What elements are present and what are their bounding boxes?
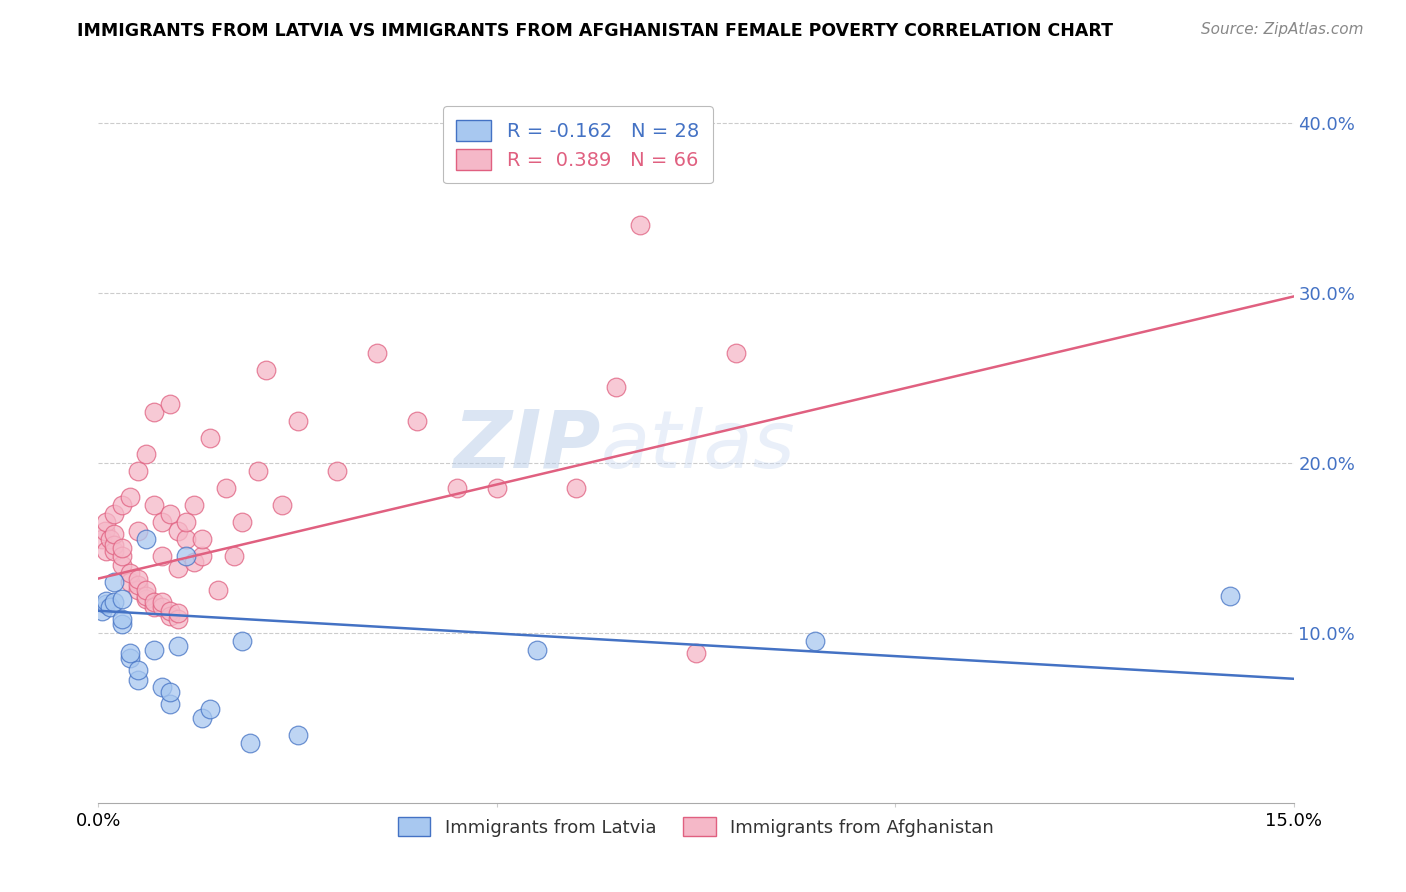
- Point: [127, 673, 149, 688]
- Point: [605, 379, 627, 393]
- Point: [174, 533, 197, 547]
- Point: [120, 566, 142, 581]
- Point: [191, 549, 214, 564]
- Point: [111, 558, 134, 572]
- Point: [98, 600, 122, 615]
- Point: [96, 544, 118, 558]
- Point: [111, 617, 134, 632]
- Point: [127, 583, 149, 598]
- Point: [143, 600, 166, 615]
- Point: [628, 218, 651, 232]
- Point: [111, 541, 134, 555]
- Point: [191, 533, 214, 547]
- Point: [270, 499, 292, 513]
- Point: [191, 711, 214, 725]
- Text: ZIP: ZIP: [453, 407, 600, 485]
- Point: [103, 544, 125, 558]
- Point: [96, 597, 118, 611]
- Point: [103, 595, 125, 609]
- Point: [135, 448, 157, 462]
- Point: [103, 527, 125, 541]
- Point: [143, 405, 166, 419]
- Point: [565, 482, 588, 496]
- Point: [366, 345, 388, 359]
- Point: [135, 591, 157, 606]
- Point: [98, 533, 122, 547]
- Point: [150, 595, 173, 609]
- Point: [159, 507, 181, 521]
- Point: [120, 490, 142, 504]
- Text: IMMIGRANTS FROM LATVIA VS IMMIGRANTS FROM AFGHANISTAN FEMALE POVERTY CORRELATION: IMMIGRANTS FROM LATVIA VS IMMIGRANTS FRO…: [77, 22, 1114, 40]
- Point: [1219, 589, 1241, 603]
- Point: [103, 537, 125, 551]
- Point: [167, 612, 190, 626]
- Point: [246, 465, 269, 479]
- Point: [485, 482, 508, 496]
- Point: [724, 345, 747, 359]
- Point: [150, 549, 173, 564]
- Point: [127, 524, 149, 538]
- Point: [135, 583, 157, 598]
- Point: [167, 606, 190, 620]
- Point: [103, 507, 125, 521]
- Point: [287, 413, 309, 427]
- Point: [111, 612, 134, 626]
- Point: [127, 578, 149, 592]
- Point: [111, 499, 134, 513]
- Point: [215, 482, 238, 496]
- Point: [135, 589, 157, 603]
- Point: [159, 604, 181, 618]
- Point: [167, 640, 190, 654]
- Point: [150, 600, 173, 615]
- Point: [120, 651, 142, 665]
- Text: atlas: atlas: [600, 407, 796, 485]
- Point: [231, 634, 253, 648]
- Point: [183, 499, 205, 513]
- Point: [685, 646, 707, 660]
- Point: [159, 396, 181, 410]
- Point: [287, 728, 309, 742]
- Point: [143, 643, 166, 657]
- Point: [804, 634, 827, 648]
- Point: [91, 533, 114, 547]
- Point: [111, 591, 134, 606]
- Point: [239, 736, 262, 750]
- Point: [174, 516, 197, 530]
- Point: [159, 698, 181, 712]
- Point: [326, 465, 349, 479]
- Point: [150, 516, 173, 530]
- Point: [143, 595, 166, 609]
- Point: [94, 524, 117, 538]
- Point: [231, 516, 253, 530]
- Point: [183, 555, 205, 569]
- Point: [198, 430, 221, 444]
- Point: [159, 608, 181, 623]
- Point: [174, 549, 197, 564]
- Point: [406, 413, 429, 427]
- Point: [167, 561, 190, 575]
- Point: [127, 465, 149, 479]
- Point: [127, 663, 149, 677]
- Point: [91, 604, 114, 618]
- Point: [254, 362, 277, 376]
- Point: [207, 583, 229, 598]
- Point: [167, 524, 190, 538]
- Point: [150, 680, 173, 694]
- Point: [526, 643, 548, 657]
- Point: [135, 533, 157, 547]
- Point: [120, 574, 142, 589]
- Point: [96, 593, 118, 607]
- Point: [198, 702, 221, 716]
- Point: [143, 499, 166, 513]
- Point: [127, 572, 149, 586]
- Text: Source: ZipAtlas.com: Source: ZipAtlas.com: [1201, 22, 1364, 37]
- Point: [446, 482, 468, 496]
- Point: [96, 516, 118, 530]
- Point: [103, 574, 125, 589]
- Point: [222, 549, 245, 564]
- Point: [159, 685, 181, 699]
- Legend: Immigrants from Latvia, Immigrants from Afghanistan: Immigrants from Latvia, Immigrants from …: [391, 809, 1001, 844]
- Point: [111, 549, 134, 564]
- Point: [120, 646, 142, 660]
